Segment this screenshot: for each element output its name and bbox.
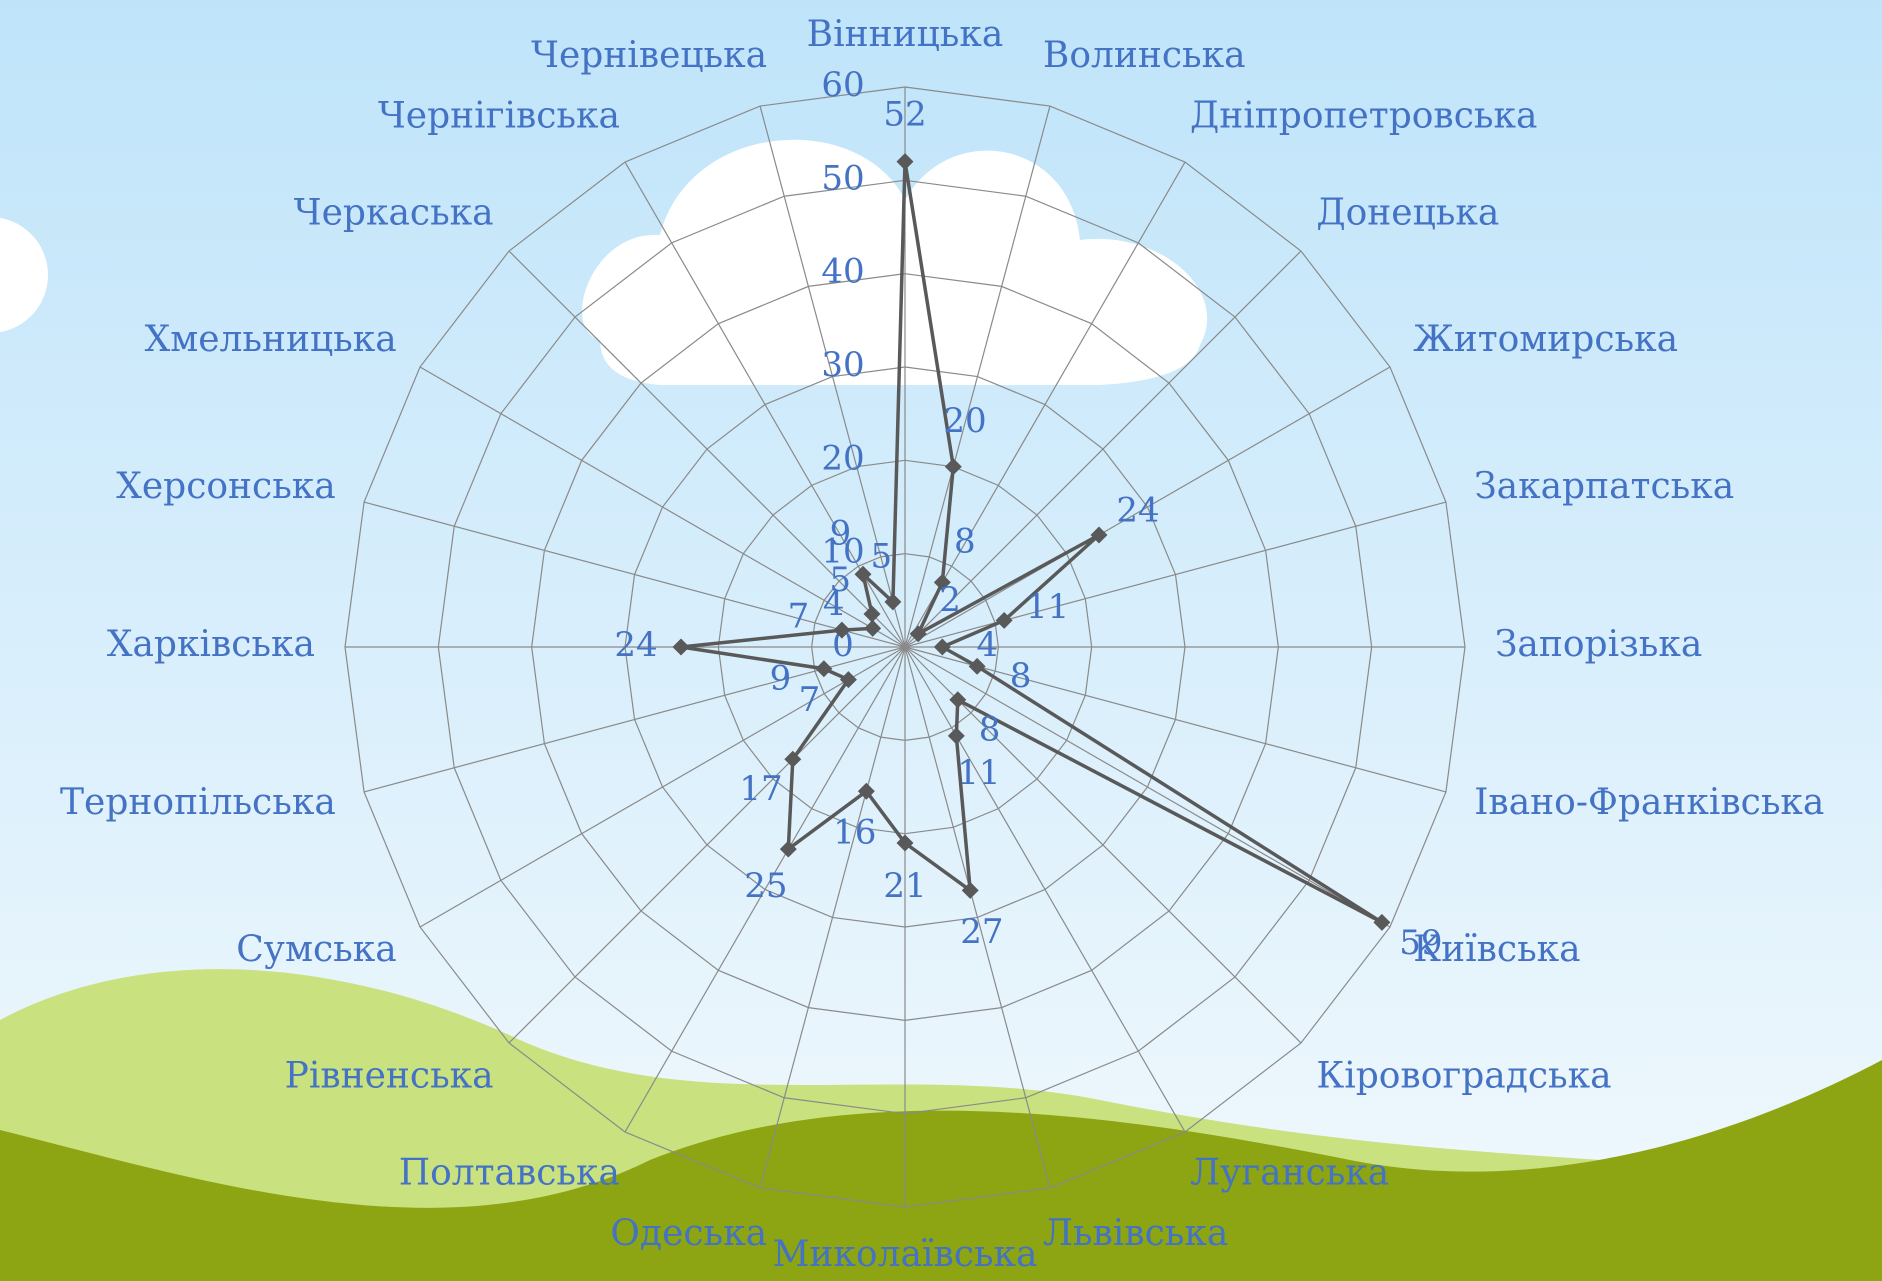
value-label: 52 bbox=[883, 95, 926, 135]
category-label: Чернігівська bbox=[378, 96, 620, 137]
category-label: Рівненська bbox=[285, 1055, 494, 1096]
category-label: Чернівецька bbox=[531, 35, 767, 76]
value-label: 11 bbox=[1026, 587, 1069, 627]
value-label: 7 bbox=[799, 680, 821, 720]
category-label: Луганська bbox=[1190, 1152, 1389, 1193]
value-label: 8 bbox=[979, 710, 1001, 750]
value-label: 21 bbox=[883, 866, 926, 906]
category-label: Харківська bbox=[107, 624, 315, 665]
value-label: 25 bbox=[744, 866, 787, 906]
category-label: Миколаївська bbox=[773, 1234, 1038, 1275]
tick-label: 20 bbox=[821, 438, 864, 478]
value-label: 24 bbox=[1116, 491, 1159, 531]
tick-label: 60 bbox=[821, 65, 864, 105]
value-label: 16 bbox=[833, 813, 876, 853]
value-label: 8 bbox=[1010, 656, 1032, 696]
value-label: 9 bbox=[830, 513, 852, 553]
chart: 0102030405060ВінницькаВолинськаДніпропет… bbox=[0, 0, 1882, 1281]
category-label: Херсонська bbox=[116, 466, 336, 507]
category-label: Черкаська bbox=[294, 193, 494, 234]
category-label: Івано-Франківська bbox=[1474, 782, 1824, 823]
category-label: Житомирська bbox=[1413, 319, 1678, 360]
category-label: Кіровоградська bbox=[1316, 1055, 1611, 1096]
value-label: 17 bbox=[739, 769, 782, 809]
tick-label: 30 bbox=[821, 345, 864, 385]
value-label: 2 bbox=[939, 580, 961, 620]
tick-label: 40 bbox=[821, 252, 864, 292]
value-label: 9 bbox=[770, 658, 792, 698]
value-label: 5 bbox=[870, 536, 892, 576]
value-label: 20 bbox=[943, 401, 986, 441]
category-label: Сумська bbox=[236, 929, 396, 970]
value-label: 59 bbox=[1399, 923, 1442, 963]
value-label: 8 bbox=[954, 521, 976, 561]
category-label: Запорізька bbox=[1495, 624, 1702, 665]
category-label: Дніпропетровська bbox=[1190, 96, 1537, 137]
tick-label: 50 bbox=[821, 158, 864, 198]
category-label: Закарпатська bbox=[1474, 466, 1734, 507]
category-label: Одеська bbox=[610, 1213, 767, 1254]
category-label: Тернопільська bbox=[60, 782, 336, 823]
value-label: 5 bbox=[829, 560, 851, 600]
category-label: Волинська bbox=[1043, 35, 1246, 76]
value-label: 7 bbox=[788, 596, 810, 636]
category-label: Полтавська bbox=[399, 1152, 620, 1193]
category-label: Львівська bbox=[1043, 1213, 1228, 1254]
value-label: 24 bbox=[614, 625, 657, 665]
value-label: 11 bbox=[957, 753, 1000, 793]
category-label: Хмельницька bbox=[145, 319, 397, 360]
value-label: 4 bbox=[977, 625, 999, 665]
value-label: 27 bbox=[960, 912, 1003, 952]
category-label: Донецька bbox=[1316, 193, 1499, 234]
category-label: Вінницька bbox=[807, 14, 1004, 55]
